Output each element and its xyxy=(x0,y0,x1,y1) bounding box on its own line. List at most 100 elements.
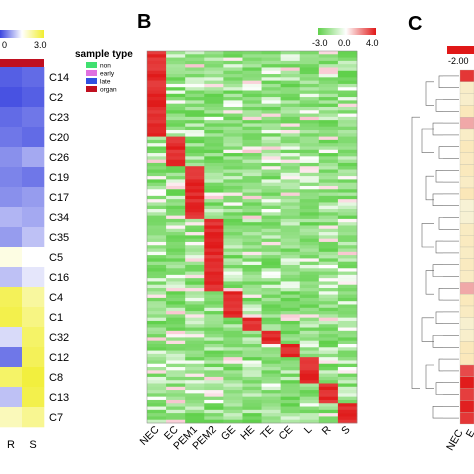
panel-b-cell xyxy=(185,116,205,121)
panel-b-cell xyxy=(299,314,320,318)
panel-b-cell xyxy=(185,166,205,170)
panel-b-cell xyxy=(223,334,243,338)
panel-b-cell xyxy=(318,330,339,335)
panel-b-cell xyxy=(318,343,339,348)
panel-b-cell xyxy=(299,97,320,101)
panel-b-cell xyxy=(185,350,205,355)
panel-b-cell xyxy=(299,330,320,335)
panel-b-cell xyxy=(204,311,224,315)
panel-b-column-label: S xyxy=(339,424,352,437)
panel-a-scale-max-label: 3.0 xyxy=(34,40,47,50)
panel-b-cell xyxy=(261,166,281,170)
panel-b-cell xyxy=(318,419,339,424)
panel-c-cell xyxy=(459,93,474,106)
panel-b-cell xyxy=(261,209,281,213)
panel-b-cell xyxy=(261,301,281,305)
panel-b-cell xyxy=(299,274,320,279)
panel-b-cell xyxy=(185,133,205,137)
panel-b-cell xyxy=(185,340,205,345)
panel-b-cell xyxy=(147,337,167,341)
panel-b-cell xyxy=(337,212,358,216)
panel-b-cell xyxy=(147,116,167,121)
panel-b-cell xyxy=(223,274,243,279)
panel-b-cell xyxy=(185,54,205,58)
panel-b-cell xyxy=(204,241,224,246)
panel-b-cell xyxy=(185,307,205,312)
panel-b-cell xyxy=(166,103,186,108)
panel-b-cell xyxy=(204,383,224,388)
panel-b-cell xyxy=(261,297,281,302)
panel-b-cell xyxy=(223,130,243,134)
panel-b-cell xyxy=(337,403,358,407)
panel-b-cell xyxy=(299,416,320,421)
panel-b-cell xyxy=(185,367,205,371)
legend-swatch xyxy=(86,78,97,84)
panel-b-cell xyxy=(147,301,167,305)
panel-b-cell xyxy=(166,288,186,292)
panel-b-cell xyxy=(261,67,281,72)
panel-b-cell xyxy=(242,281,262,286)
panel-b-cell xyxy=(166,403,186,407)
panel-b-cell xyxy=(185,238,205,243)
panel-b-cell xyxy=(337,189,358,193)
panel-b-cell xyxy=(223,64,243,68)
panel-b-cell xyxy=(337,274,358,279)
panel-b-cell xyxy=(223,120,243,124)
panel-b-cell xyxy=(166,143,186,147)
panel-b-cell xyxy=(166,126,186,131)
panel-b-cell xyxy=(242,195,262,200)
panel-b-cell xyxy=(261,383,281,388)
panel-b-cell xyxy=(318,64,339,68)
panel-c-cell xyxy=(459,152,474,165)
panel-b-cell xyxy=(318,136,339,141)
panel-b-cell xyxy=(166,106,186,111)
panel-b-cell xyxy=(299,143,320,147)
panel-c-cell xyxy=(459,128,474,141)
panel-b-cell xyxy=(242,143,262,147)
panel-b-cell xyxy=(299,337,320,341)
panel-a-cell xyxy=(0,327,23,348)
panel-c-cell xyxy=(459,164,474,177)
panel-c-cell xyxy=(459,140,474,153)
panel-b-cell xyxy=(204,228,224,233)
panel-a-scale-min-label: 0 xyxy=(2,40,7,50)
panel-b-cell xyxy=(318,192,339,197)
panel-a-row-label: C1 xyxy=(49,312,63,324)
panel-b-cell xyxy=(242,113,262,118)
panel-b-cell xyxy=(318,232,339,236)
panel-b-cell xyxy=(318,248,339,253)
panel-b-cell xyxy=(147,271,167,276)
panel-b-cell xyxy=(280,57,301,62)
panel-b-cell xyxy=(166,386,186,391)
panel-b-cell xyxy=(223,406,243,411)
panel-b-cell xyxy=(242,232,262,236)
panel-b-cell xyxy=(337,353,358,358)
panel-b-cell xyxy=(147,192,167,197)
panel-b-cell xyxy=(299,130,320,134)
panel-b-cell xyxy=(204,281,224,286)
panel-b-cell xyxy=(261,126,281,131)
panel-b-cell xyxy=(185,57,205,62)
panel-b-cell xyxy=(299,373,320,378)
panel-b-cell xyxy=(261,255,281,259)
panel-b-cell xyxy=(242,64,262,68)
panel-b-cell xyxy=(261,130,281,134)
panel-b-cell xyxy=(261,238,281,243)
panel-b-cell xyxy=(337,97,358,101)
panel-b-cell xyxy=(242,149,262,154)
panel-b-cell xyxy=(185,222,205,226)
panel-b-cell xyxy=(280,202,301,207)
panel-b-cell xyxy=(166,93,186,98)
panel-b-cell xyxy=(280,235,301,239)
panel-b-cell xyxy=(223,106,243,111)
panel-b-cell xyxy=(280,218,301,223)
panel-b-cell xyxy=(185,123,205,128)
panel-b-cell xyxy=(261,258,281,262)
panel-b-cell xyxy=(299,343,320,348)
panel-b-cell xyxy=(223,264,243,269)
panel-b-cell xyxy=(147,126,167,131)
panel-b-cell xyxy=(147,297,167,302)
panel-b-cell xyxy=(337,232,358,236)
panel-b-cell xyxy=(147,261,167,266)
panel-b-cell xyxy=(318,324,339,328)
